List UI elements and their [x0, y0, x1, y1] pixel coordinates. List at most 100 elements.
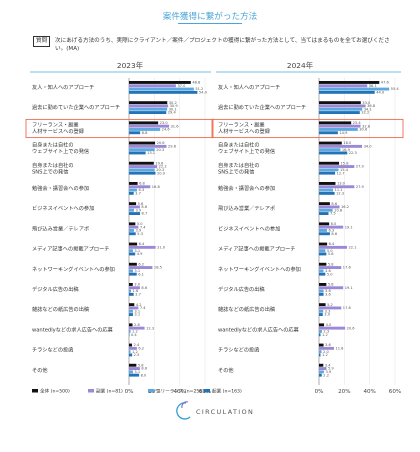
- category-label: ネットワーキングイベントへの参加: [218, 265, 301, 273]
- bar-total: [319, 81, 380, 84]
- bar-side: [129, 185, 151, 189]
- data-label: 7.5: [330, 212, 336, 216]
- data-label: 1.2: [322, 353, 328, 357]
- bar-employee: [319, 151, 348, 155]
- bar-total: [319, 262, 327, 266]
- legend-label: 副業 (n=81): [96, 387, 123, 394]
- bar-side: [319, 225, 344, 229]
- bar-total: [129, 262, 137, 266]
- category-label: チラシなどの投函: [32, 346, 73, 354]
- circulation-logo: CIRCULATION: [176, 401, 254, 420]
- legend-label: フリーランス (n=256): [156, 388, 204, 394]
- data-label: 20.3: [156, 148, 164, 152]
- bar-side: [129, 144, 167, 148]
- data-label: 4.0: [326, 323, 332, 327]
- data-label: 3.0: [324, 313, 330, 317]
- bar-total: [129, 202, 137, 206]
- category-label: チラシなどの投函: [218, 346, 259, 354]
- data-label: 44.0: [376, 91, 385, 95]
- data-label: 38.1: [369, 84, 377, 88]
- data-label: 34.0: [364, 145, 373, 149]
- question-badge: 質問: [33, 36, 51, 47]
- bar-total: [129, 161, 154, 165]
- data-label: 14.9: [339, 131, 348, 135]
- bar-side: [319, 306, 342, 310]
- data-label: 8.6: [141, 367, 147, 371]
- data-label: 6.2: [138, 262, 144, 266]
- category-label: メディア記事への掲載アプローチ: [32, 245, 109, 253]
- data-label: 15.4: [340, 168, 349, 172]
- data-label: 8.6: [331, 232, 337, 236]
- bar-side: [129, 104, 169, 108]
- data-label: 3.7: [135, 192, 141, 196]
- bar-freelance: [319, 330, 322, 333]
- category-label: 人材サービスへの登録: [218, 127, 271, 135]
- data-label: 32.8: [362, 124, 371, 128]
- data-label: 24.6: [162, 128, 171, 132]
- bar-employee: [129, 313, 133, 316]
- bar-employee: [129, 333, 130, 337]
- data-label: 47.6: [381, 81, 390, 85]
- bar-freelance: [129, 269, 133, 273]
- data-label: 5.0: [327, 272, 333, 276]
- data-label: 12.7: [337, 171, 345, 175]
- bar-freelance: [319, 269, 324, 273]
- data-label: 8.8: [142, 131, 148, 135]
- data-label: 13.0: [337, 182, 346, 186]
- x-tick-label: 40%: [173, 389, 185, 395]
- data-label: 5.8: [328, 262, 334, 266]
- data-label: 2.2: [323, 373, 329, 377]
- bar-side: [129, 367, 140, 370]
- data-label: 30.6: [359, 128, 368, 132]
- data-label: 3.4: [325, 363, 331, 367]
- bar-employee: [319, 171, 336, 175]
- data-label: 19.6: [155, 161, 164, 165]
- bar-employee: [129, 111, 167, 114]
- bar-side: [129, 266, 153, 269]
- bar-freelance: [129, 330, 131, 333]
- data-label: 3.3: [325, 309, 331, 313]
- bar-total: [319, 363, 324, 367]
- legend-label: 起業 (n=163): [212, 387, 242, 394]
- highlight-box: [211, 118, 404, 139]
- bar-total: [129, 141, 156, 145]
- bar-side: [319, 266, 342, 269]
- data-label: 3.1: [134, 370, 140, 374]
- data-label: 15.8: [341, 161, 350, 165]
- data-label: 31.6: [171, 124, 180, 128]
- bar-total: [129, 363, 137, 367]
- category-label: デジタル広告の出稿: [32, 285, 79, 293]
- logo-arc-icon: [181, 401, 189, 409]
- data-label: 25.4: [353, 121, 362, 125]
- bar-side: [129, 326, 145, 330]
- panel-year-title: 2023年: [117, 61, 144, 70]
- brand-wordmark: CIRCULATION: [196, 408, 254, 416]
- data-label: 20.6: [157, 141, 166, 145]
- bar-freelance: [319, 350, 322, 354]
- data-label: 2.0: [323, 350, 329, 354]
- legend-swatch: [88, 389, 94, 393]
- bar-employee: [129, 373, 140, 377]
- data-label: 3.9: [135, 208, 141, 212]
- bar-side: [319, 185, 355, 189]
- data-label: 20.6: [347, 326, 356, 330]
- data-label: 51.2: [195, 87, 203, 91]
- category-label: その他: [218, 366, 234, 374]
- data-label: 17.6: [343, 306, 352, 310]
- bar-side: [319, 346, 334, 350]
- bar-freelance: [319, 370, 324, 374]
- bar-employee: [319, 252, 327, 256]
- data-label: 2.5: [134, 353, 140, 357]
- bar-side: [129, 205, 140, 209]
- bar-total: [319, 202, 330, 206]
- bar-total: [129, 303, 135, 307]
- data-label: 8.0: [141, 373, 147, 377]
- data-label: 3.7: [135, 293, 141, 297]
- data-label: 20.9: [157, 171, 166, 175]
- data-label: 3.1: [134, 249, 140, 253]
- bar-total: [319, 242, 328, 246]
- data-label: 6.4: [139, 242, 145, 246]
- data-label: 13.1: [147, 151, 155, 155]
- question-text: 次にあげる方法のうち、実際にクライアント／案件／プロジェクトの獲得に繋がった方法…: [55, 38, 390, 52]
